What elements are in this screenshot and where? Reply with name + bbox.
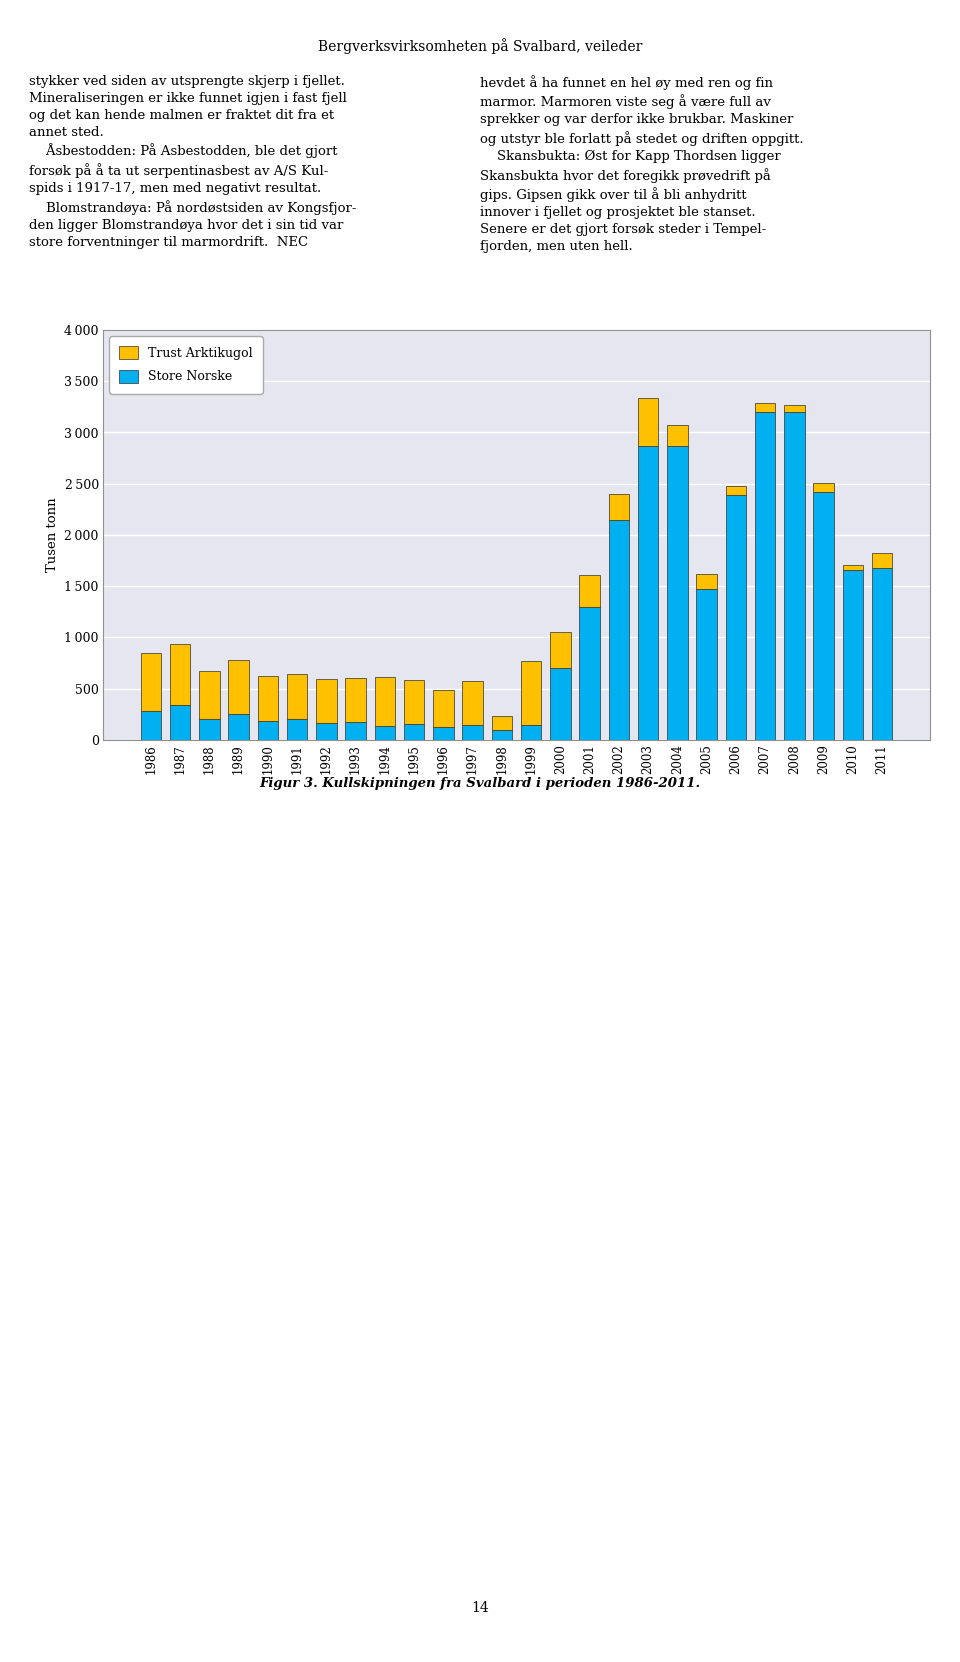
Bar <box>404 680 424 723</box>
Text: 14: 14 <box>471 1602 489 1615</box>
Bar <box>784 406 804 412</box>
Bar <box>257 721 278 740</box>
Bar <box>872 553 893 568</box>
Bar <box>346 721 366 740</box>
Bar <box>140 711 161 740</box>
Bar <box>784 412 804 740</box>
Text: Figur 3. Kullskipningen fra Svalbard i perioden 1986-2011.: Figur 3. Kullskipningen fra Svalbard i p… <box>259 776 701 789</box>
Bar <box>521 661 541 725</box>
Bar <box>755 412 776 740</box>
Bar <box>228 715 249 740</box>
Bar <box>521 725 541 740</box>
Bar <box>550 632 570 668</box>
Bar <box>404 723 424 740</box>
Bar <box>257 676 278 721</box>
Bar <box>346 678 366 721</box>
Bar <box>433 690 454 726</box>
Bar <box>316 723 337 740</box>
Bar <box>580 575 600 607</box>
Bar <box>199 720 220 740</box>
Bar <box>374 678 396 726</box>
Y-axis label: Tusen tonn: Tusen tonn <box>46 497 59 572</box>
Bar <box>580 607 600 740</box>
Bar <box>287 675 307 720</box>
Bar <box>287 720 307 740</box>
Bar <box>170 705 190 740</box>
Bar <box>726 495 746 740</box>
Bar <box>228 660 249 715</box>
Bar <box>550 668 570 740</box>
Bar <box>843 565 863 570</box>
Bar <box>637 445 659 740</box>
Bar <box>140 653 161 711</box>
Bar <box>726 485 746 495</box>
Text: stykker ved siden av utsprengte skjerp i fjellet.
Mineraliseringen er ikke funne: stykker ved siden av utsprengte skjerp i… <box>29 75 356 249</box>
Bar <box>609 494 629 520</box>
Text: hevdet å ha funnet en hel øy med ren og fin
marmor. Marmoren viste seg å være fu: hevdet å ha funnet en hel øy med ren og … <box>480 75 804 253</box>
Bar <box>667 425 687 445</box>
Bar <box>696 590 717 740</box>
Bar <box>813 482 834 492</box>
Bar <box>813 492 834 740</box>
Text: Bergverksvirksomheten på Svalbard, veileder: Bergverksvirksomheten på Svalbard, veile… <box>318 38 642 55</box>
Bar <box>463 680 483 725</box>
Bar <box>843 570 863 740</box>
Bar <box>492 716 512 730</box>
Bar <box>872 568 893 740</box>
Bar <box>463 725 483 740</box>
Bar <box>199 671 220 720</box>
Bar <box>696 573 717 590</box>
Bar <box>637 397 659 445</box>
Bar <box>492 730 512 740</box>
Bar <box>170 643 190 705</box>
Bar <box>609 520 629 740</box>
Bar <box>667 445 687 740</box>
Bar <box>316 678 337 723</box>
Bar <box>433 726 454 740</box>
Bar <box>374 726 396 740</box>
Legend: Trust Arktikugol, Store Norske: Trust Arktikugol, Store Norske <box>109 336 263 394</box>
Bar <box>755 402 776 412</box>
